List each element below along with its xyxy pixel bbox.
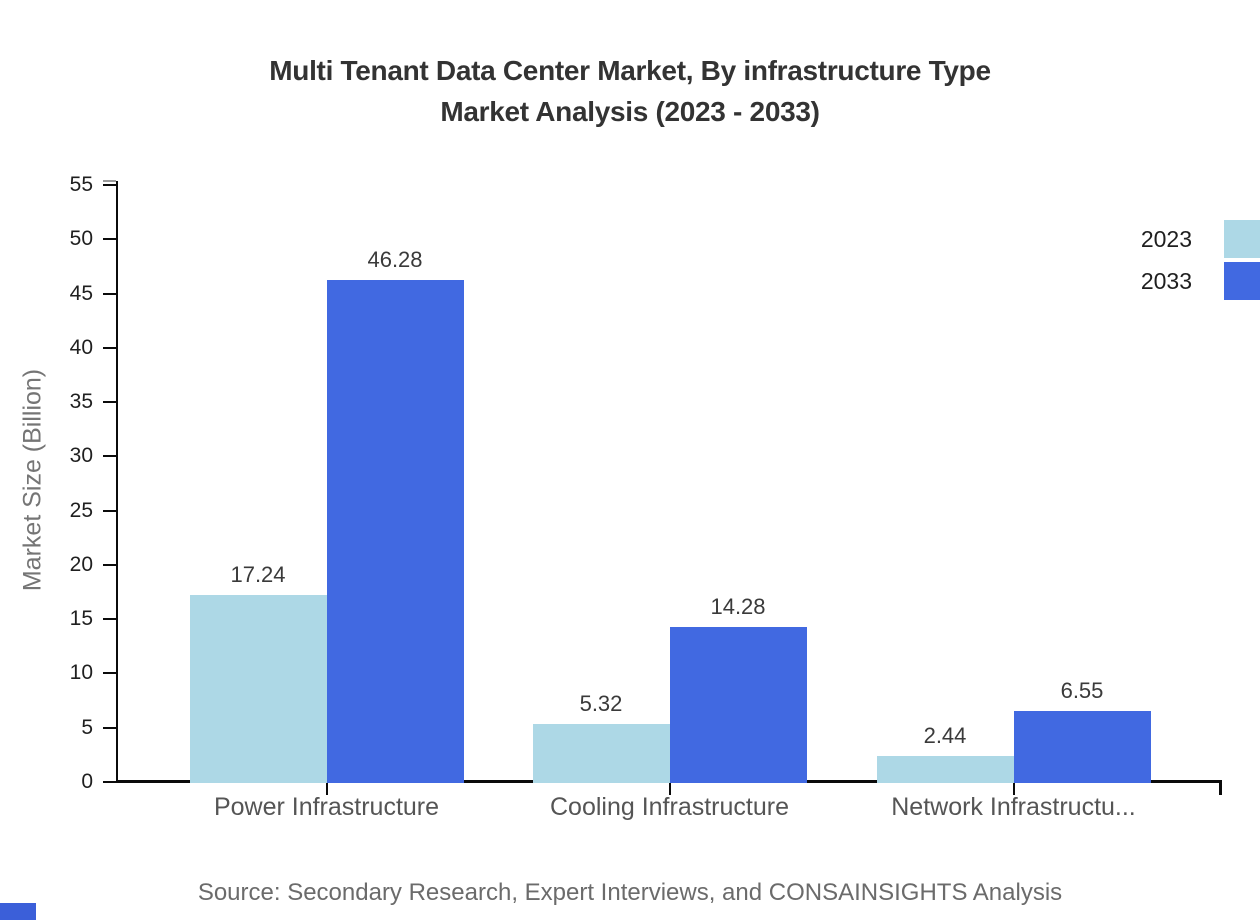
y-tick-label: 15 [69,607,93,631]
y-tick [103,672,116,675]
y-tick-label: 20 [69,552,93,576]
value-label-2033-network-infrastructu: 6.55 [1060,677,1104,703]
y-tick [103,781,116,783]
y-tick [103,618,116,621]
value-label-2023-network-infrastructu: 2.44 [923,722,967,748]
value-label-2033-power-infrastructure: 46.28 [367,246,423,272]
y-axis-end-tick [103,180,116,182]
source-note: Source: Secondary Research, Expert Inter… [197,879,1063,906]
x-tick [325,783,328,795]
y-tick-label: 35 [69,390,93,414]
y-tick [103,455,116,458]
brand-mark [0,903,36,920]
y-tick [103,509,116,512]
bar-2033-network-infrastructu [1013,710,1151,783]
legend-swatch-2023 [1224,220,1260,258]
bar-2023-power-infrastructure [189,594,327,783]
value-label-2023-power-infrastructure: 17.24 [230,561,286,587]
y-tick-label: 30 [69,444,93,468]
y-tick [103,184,116,186]
y-tick-label: 5 [81,715,93,739]
chart-title-line-1: Multi Tenant Data Center Market, By infr… [269,55,991,86]
category-label-network-infrastructu: Network Infrastructu... [891,793,1136,821]
bar-2033-power-infrastructure [326,279,464,783]
y-tick [103,563,116,566]
x-tick [1012,783,1015,795]
y-tick [103,401,116,404]
y-tick-label: 25 [69,498,93,522]
y-tick [103,292,116,295]
category-label-cooling-infrastructure: Cooling Infrastructure [549,793,789,821]
y-tick-label: 45 [69,281,93,305]
y-tick-label: 50 [69,227,93,251]
legend-label-2023: 2023 [1140,226,1192,252]
chart-title-line-2: Market Analysis (2023 - 2033) [440,96,820,127]
y-axis-line [116,181,118,783]
bar-2023-network-infrastructu [876,755,1014,783]
value-label-2033-cooling-infrastructure: 14.28 [710,593,766,619]
y-tick-label: 40 [69,335,93,359]
y-tick [103,726,116,729]
y-tick-label: 55 [69,173,93,196]
y-tick [103,346,116,349]
y-tick-label: 0 [81,770,93,793]
legend-swatch-2033 [1224,262,1260,300]
bar-2023-cooling-infrastructure [532,724,670,783]
y-tick-label: 10 [69,661,93,685]
value-label-2023-cooling-infrastructure: 5.32 [579,691,623,717]
y-tick [103,238,116,241]
legend-label-2033: 2033 [1140,268,1192,294]
category-label-power-infrastructure: Power Infrastructure [213,793,440,821]
bar-2033-cooling-infrastructure [669,626,807,783]
chart-title: Multi Tenant Data Center Market, By infr… [0,50,1260,132]
x-axis-end-tick [1219,780,1222,795]
x-tick [668,783,671,795]
